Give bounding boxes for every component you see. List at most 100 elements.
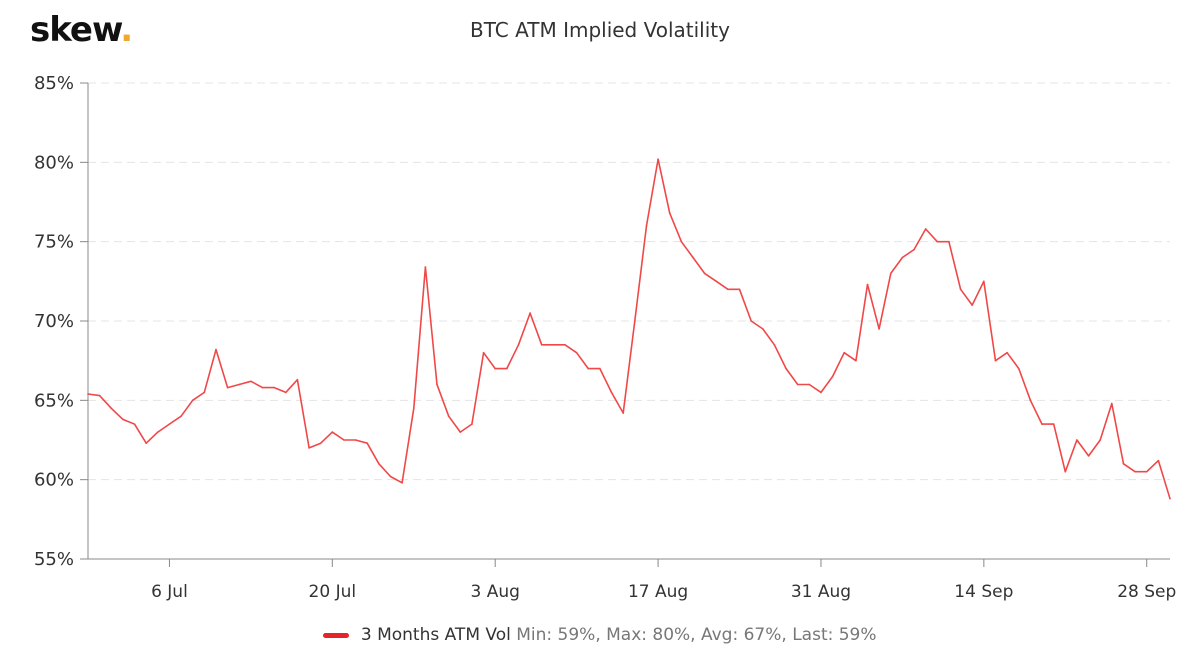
data-point bbox=[564, 344, 566, 346]
y-tick-label: 75% bbox=[34, 232, 74, 253]
data-point bbox=[1029, 399, 1032, 402]
data-point bbox=[331, 431, 334, 433]
data-point bbox=[540, 344, 543, 346]
x-tick-label: 31 Aug bbox=[791, 582, 851, 602]
data-point bbox=[273, 386, 275, 389]
data-point bbox=[948, 240, 950, 243]
data-point bbox=[831, 375, 834, 378]
data-point bbox=[866, 283, 869, 286]
data-point bbox=[494, 367, 497, 370]
data-point bbox=[936, 240, 939, 243]
data-point bbox=[773, 344, 776, 346]
data-point bbox=[796, 383, 799, 386]
data-point bbox=[145, 442, 147, 444]
y-tick-label: 55% bbox=[34, 549, 74, 570]
series-line bbox=[87, 158, 1171, 499]
data-point bbox=[552, 344, 555, 346]
data-point bbox=[87, 393, 89, 395]
data-point bbox=[703, 272, 706, 275]
data-point bbox=[296, 378, 299, 381]
x-tick-label: 6 Jul bbox=[151, 582, 188, 602]
data-point bbox=[98, 394, 101, 397]
logo-text: skew bbox=[30, 10, 121, 50]
chart-title: BTC ATM Implied Volatility bbox=[470, 18, 730, 42]
data-point bbox=[168, 423, 171, 425]
data-point bbox=[855, 359, 857, 362]
data-point bbox=[447, 415, 450, 418]
data-point bbox=[1134, 470, 1136, 473]
data-point bbox=[471, 423, 473, 425]
data-point bbox=[575, 351, 578, 354]
data-point bbox=[1076, 439, 1078, 441]
data-point bbox=[727, 288, 729, 291]
data-point bbox=[1064, 470, 1067, 473]
legend-swatch bbox=[323, 632, 350, 638]
data-point bbox=[1017, 367, 1020, 370]
data-point bbox=[785, 367, 787, 370]
data-point bbox=[517, 344, 520, 346]
data-point bbox=[750, 320, 752, 322]
legend-stats: Min: 59%, Max: 80%, Avg: 67%, Last: 59% bbox=[516, 625, 877, 645]
data-point bbox=[308, 447, 310, 449]
data-point bbox=[587, 367, 590, 370]
data-point bbox=[238, 383, 241, 386]
data-point bbox=[389, 475, 392, 478]
data-point bbox=[436, 383, 438, 386]
data-point bbox=[261, 386, 264, 389]
y-tick-label: 85% bbox=[34, 73, 74, 94]
data-point bbox=[1122, 463, 1125, 465]
data-point bbox=[738, 288, 741, 291]
data-point bbox=[983, 280, 985, 283]
data-point bbox=[843, 351, 846, 354]
data-point bbox=[901, 256, 904, 259]
data-point bbox=[122, 418, 124, 421]
data-point bbox=[761, 328, 764, 330]
data-point bbox=[1006, 351, 1008, 354]
data-point bbox=[319, 442, 322, 444]
data-point bbox=[1099, 439, 1101, 441]
data-point bbox=[878, 328, 880, 330]
data-point bbox=[924, 228, 927, 230]
data-point bbox=[913, 248, 915, 251]
data-point bbox=[680, 240, 683, 243]
data-point bbox=[610, 391, 613, 394]
data-point bbox=[808, 383, 811, 386]
data-point bbox=[1041, 423, 1043, 425]
data-point bbox=[889, 272, 892, 275]
data-point bbox=[378, 463, 380, 465]
x-tick-label: 14 Sep bbox=[954, 582, 1013, 602]
data-point bbox=[343, 439, 345, 441]
data-point bbox=[366, 442, 369, 444]
data-point bbox=[994, 359, 997, 362]
data-point bbox=[645, 225, 648, 227]
data-point bbox=[354, 439, 357, 441]
data-point bbox=[634, 320, 636, 322]
data-point bbox=[215, 348, 217, 351]
data-point bbox=[191, 399, 194, 402]
data-point bbox=[250, 380, 252, 383]
data-point bbox=[133, 423, 136, 425]
data-point bbox=[657, 158, 659, 160]
x-tick-label: 28 Sep bbox=[1117, 582, 1176, 602]
data-point bbox=[971, 304, 974, 306]
y-tick-label: 65% bbox=[34, 390, 74, 411]
data-point bbox=[1052, 423, 1055, 425]
data-point bbox=[284, 391, 287, 394]
data-point bbox=[424, 266, 427, 268]
data-point bbox=[599, 367, 601, 370]
data-point bbox=[1111, 402, 1113, 405]
data-point bbox=[529, 312, 531, 314]
data-point bbox=[1157, 459, 1160, 462]
data-point bbox=[401, 482, 403, 484]
legend[interactable]: 3 Months ATM Vol Min: 59%, Max: 80%, Avg… bbox=[0, 625, 1200, 645]
x-tick-label: 17 Aug bbox=[628, 582, 688, 602]
data-point bbox=[180, 415, 182, 418]
skew-logo: skew. bbox=[30, 10, 133, 50]
data-point bbox=[820, 391, 822, 394]
logo-dot: . bbox=[120, 10, 133, 50]
data-point bbox=[959, 288, 962, 291]
data-point bbox=[1087, 455, 1090, 457]
x-tick-label: 20 Jul bbox=[309, 582, 357, 602]
data-point bbox=[226, 386, 229, 389]
